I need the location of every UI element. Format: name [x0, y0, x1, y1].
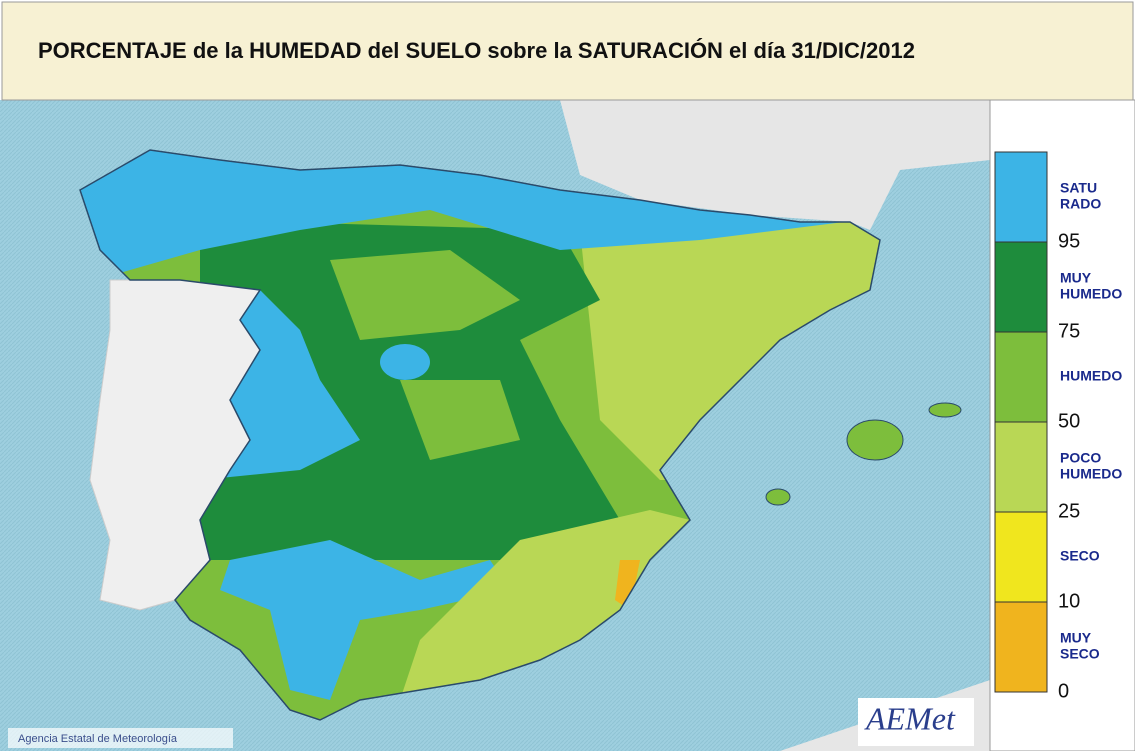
credit-bg: [8, 728, 233, 748]
legend-threshold: 10: [1058, 590, 1080, 612]
logo: AEMet: [864, 700, 956, 736]
legend-swatch: [994, 511, 1048, 603]
credit: Agencia Estatal de Meteorología: [18, 733, 178, 745]
legend-label: HUMEDO: [1060, 286, 1122, 302]
legend-swatch: [994, 151, 1048, 243]
legend-swatch: [994, 241, 1048, 333]
legend-threshold: 25: [1058, 500, 1080, 522]
legend-threshold: 50: [1058, 410, 1080, 432]
legend-label: MUY: [1060, 270, 1092, 286]
legend-swatch: [994, 331, 1048, 423]
legend-swatch: [994, 601, 1048, 693]
legend-label: HUMEDO: [1060, 466, 1122, 482]
mallorca: [846, 419, 904, 461]
legend-label: POCO: [1060, 450, 1101, 466]
logo-bg: [858, 698, 974, 746]
legend-swatch: [994, 421, 1048, 513]
france: [560, 100, 990, 230]
legend-label: SECO: [1060, 548, 1100, 564]
legend-label: SECO: [1060, 646, 1100, 662]
ibiza: [765, 488, 791, 506]
legend-label: HUMEDO: [1060, 368, 1122, 384]
legend: SATURADOMUYHUMEDOHUMEDOPOCOHUMEDOSECOMUY…: [994, 151, 1122, 702]
legend-label: SATU: [1060, 180, 1097, 196]
legend-label: RADO: [1060, 196, 1101, 212]
legend-threshold: 95: [1058, 230, 1080, 252]
legend-threshold: 0: [1058, 680, 1069, 702]
menorca: [928, 402, 962, 418]
title: PORCENTAJE de la HUMEDAD del SUELO sobre…: [38, 38, 915, 63]
legend-threshold: 75: [1058, 320, 1080, 342]
legend-label: MUY: [1060, 630, 1092, 646]
title-bar: [1, 1, 1134, 101]
